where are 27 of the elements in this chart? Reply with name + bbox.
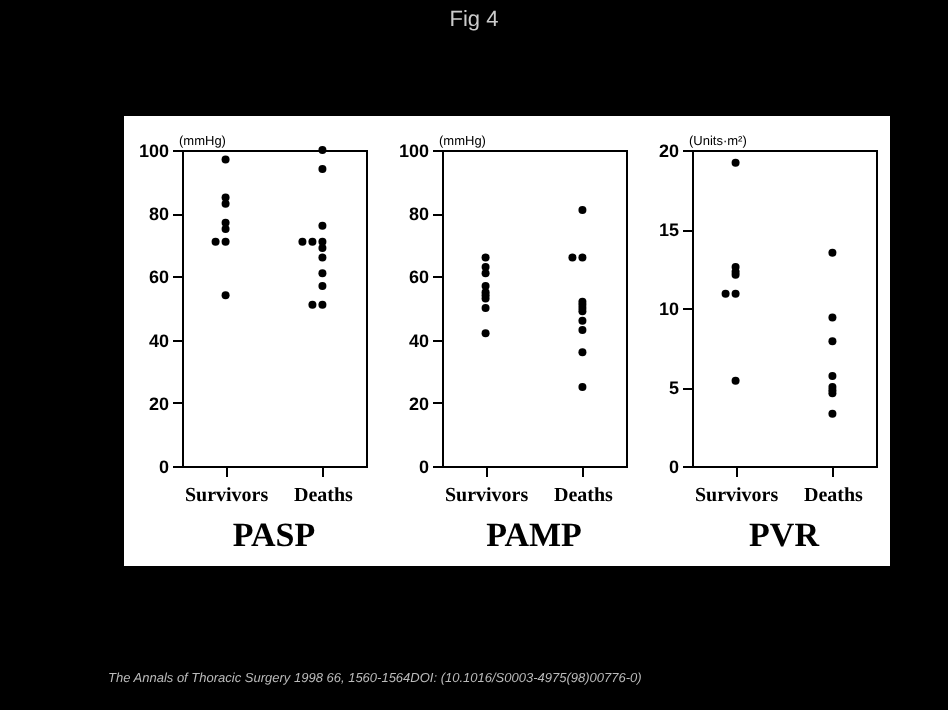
x-tick-label: Deaths [553,485,614,507]
x-tick-label: Survivors [444,485,529,507]
y-tick-label: 0 [668,457,679,477]
y-tick-label: 0 [418,457,429,477]
y-tick-label: 0 [158,457,169,477]
y-tick-label: 20 [148,393,169,414]
y-tick-label: 20 [658,141,679,161]
y-tick-label: 100 [138,141,169,161]
x-tick-label: Survivors [694,485,779,507]
x-tick-label: Deaths [293,485,354,507]
text: PVR [749,516,821,554]
y-tick-label: 80 [148,204,169,225]
caption: Fig 4 [447,8,501,32]
y-tick-label: 40 [148,330,169,351]
y-tick-label: 15 [658,220,679,240]
y-tick-label: 20 [408,393,429,414]
y-tick-label: 40 [408,330,429,351]
x-tick-label: Survivors [184,485,269,507]
y-tick-label: 100 [398,141,429,161]
y-tick-label: 80 [408,204,429,225]
y-tick-label: 60 [148,267,169,288]
x-tick-label: Deaths [803,485,864,507]
text: PASP [232,516,316,554]
text: PAMP [486,516,582,554]
y-tick-label: 5 [668,378,679,398]
y-tick-label: 60 [408,267,429,288]
y-tick-label: 10 [658,299,679,319]
